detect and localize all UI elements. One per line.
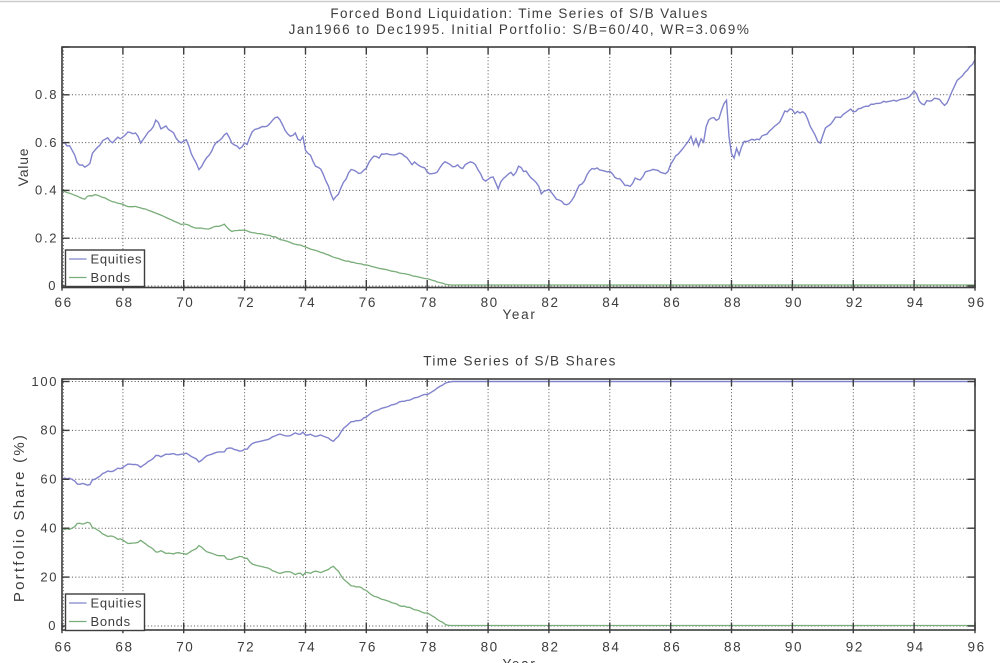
svg-text:68: 68	[115, 640, 133, 655]
svg-text:84: 84	[602, 295, 620, 310]
svg-text:66: 66	[54, 640, 72, 655]
svg-text:94: 94	[907, 640, 925, 655]
svg-text:60: 60	[40, 472, 58, 487]
svg-text:0.8: 0.8	[35, 87, 58, 102]
svg-text:Portfolio Share (%): Portfolio Share (%)	[11, 433, 28, 602]
svg-text:0.2: 0.2	[35, 230, 58, 245]
svg-text:72: 72	[237, 295, 255, 310]
svg-text:Bonds: Bonds	[91, 270, 131, 285]
svg-text:Equities: Equities	[91, 252, 143, 267]
svg-text:78: 78	[420, 640, 438, 655]
svg-text:Year: Year	[502, 307, 536, 322]
svg-text:20: 20	[40, 569, 58, 584]
svg-text:0.6: 0.6	[35, 135, 58, 150]
svg-text:76: 76	[359, 640, 377, 655]
svg-text:68: 68	[115, 295, 133, 310]
svg-text:0: 0	[48, 278, 55, 293]
svg-text:0.4: 0.4	[35, 183, 58, 198]
svg-text:88: 88	[724, 640, 742, 655]
svg-text:Time Series of S/B Shares: Time Series of S/B Shares	[423, 354, 617, 369]
svg-text:88: 88	[724, 295, 742, 310]
svg-text:66: 66	[54, 295, 72, 310]
svg-text:78: 78	[420, 295, 438, 310]
svg-text:76: 76	[359, 295, 377, 310]
svg-text:Value: Value	[15, 148, 31, 187]
svg-text:86: 86	[663, 640, 681, 655]
svg-text:Jan1966 to Dec1995. Initial Po: Jan1966 to Dec1995. Initial Portfolio: S…	[289, 22, 751, 37]
svg-text:94: 94	[907, 295, 925, 310]
svg-text:72: 72	[237, 640, 255, 655]
svg-text:84: 84	[602, 640, 620, 655]
svg-text:40: 40	[40, 520, 58, 535]
svg-text:96: 96	[967, 295, 985, 310]
svg-text:82: 82	[541, 640, 559, 655]
svg-text:Forced Bond Liquidation: Time: Forced Bond Liquidation: Time Series of …	[330, 6, 708, 21]
svg-text:86: 86	[663, 295, 681, 310]
svg-text:80: 80	[40, 423, 58, 438]
svg-text:74: 74	[298, 295, 316, 310]
svg-text:92: 92	[846, 295, 864, 310]
svg-text:Equities: Equities	[91, 596, 143, 611]
svg-text:80: 80	[481, 640, 499, 655]
svg-text:0: 0	[48, 618, 55, 633]
svg-text:92: 92	[846, 640, 864, 655]
svg-text:80: 80	[481, 295, 499, 310]
svg-text:100: 100	[31, 374, 58, 389]
svg-text:74: 74	[298, 640, 316, 655]
svg-text:Bonds: Bonds	[91, 614, 131, 629]
svg-text:96: 96	[967, 640, 985, 655]
svg-text:Year: Year	[502, 657, 536, 663]
svg-text:82: 82	[541, 295, 559, 310]
svg-text:70: 70	[176, 640, 194, 655]
svg-text:90: 90	[785, 295, 803, 310]
svg-text:70: 70	[176, 295, 194, 310]
svg-text:90: 90	[785, 640, 803, 655]
